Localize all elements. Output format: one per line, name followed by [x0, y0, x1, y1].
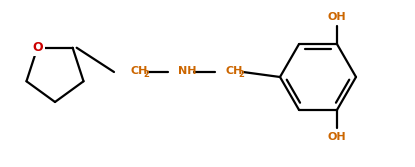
Text: NH: NH [178, 66, 196, 76]
Text: OH: OH [328, 132, 346, 142]
Text: 2: 2 [143, 69, 149, 78]
Text: OH: OH [328, 12, 346, 22]
Text: O: O [32, 41, 43, 54]
Text: 2: 2 [238, 69, 244, 78]
Text: CH: CH [130, 66, 147, 76]
Text: CH: CH [225, 66, 242, 76]
